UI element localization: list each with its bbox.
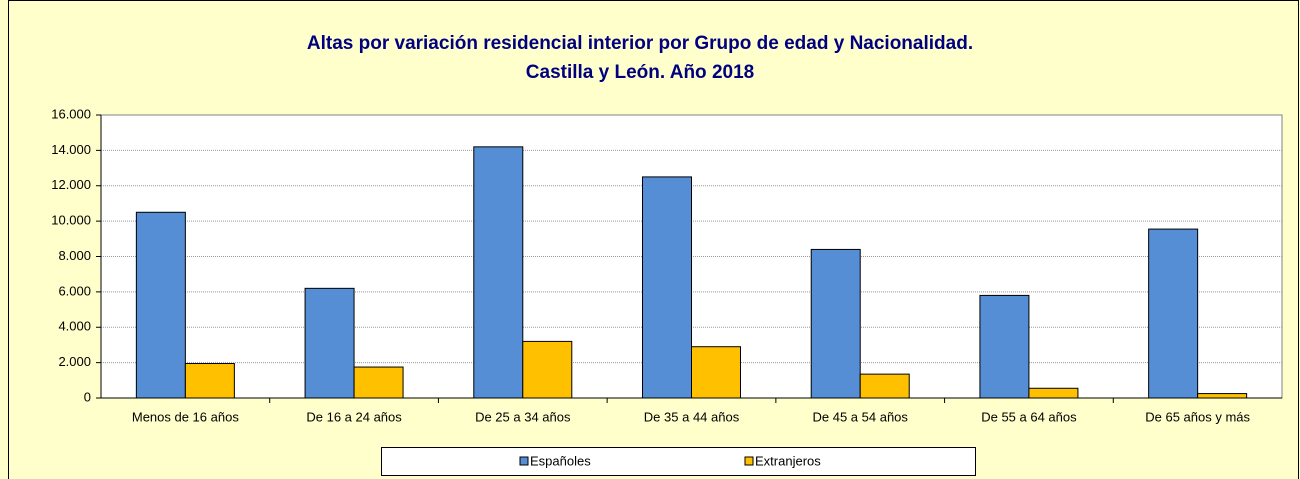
x-tick-label: De 25 a 34 años xyxy=(475,409,571,424)
y-tick-label: 16.000 xyxy=(51,106,91,121)
chart-title: Altas por variación residencial interior… xyxy=(307,33,973,54)
bar xyxy=(522,340,573,399)
bar xyxy=(1148,228,1199,399)
bar xyxy=(859,373,910,399)
legend-label: Extranjeros xyxy=(755,453,821,468)
bar xyxy=(184,363,235,399)
y-tick-label: 2.000 xyxy=(58,354,91,369)
bar xyxy=(810,248,861,399)
chart-frame xyxy=(8,0,1299,479)
bar xyxy=(1197,393,1248,399)
x-tick-label: De 65 años y más xyxy=(1145,409,1250,424)
x-tick-label: De 55 a 64 años xyxy=(981,409,1077,424)
legend-label: Españoles xyxy=(530,453,591,468)
x-tick-label: De 35 a 44 años xyxy=(644,409,740,424)
bar xyxy=(642,176,692,399)
bar xyxy=(1028,387,1079,399)
y-tick-label: 0 xyxy=(84,389,91,404)
y-tick-label: 6.000 xyxy=(58,283,91,298)
legend xyxy=(381,447,976,476)
y-tick-label: 8.000 xyxy=(58,248,91,263)
chart-subtitle: Castilla y León. Año 2018 xyxy=(526,62,754,83)
x-tick-label: Menos de 16 años xyxy=(132,409,239,424)
bar xyxy=(691,346,741,399)
y-tick-label: 12.000 xyxy=(51,177,91,192)
bar xyxy=(473,146,524,399)
legend-swatch xyxy=(744,456,754,466)
x-tick-label: De 45 a 54 años xyxy=(813,409,909,424)
bar xyxy=(979,294,1030,399)
y-tick-label: 4.000 xyxy=(58,319,91,334)
bar xyxy=(135,211,186,399)
legend-swatch xyxy=(519,456,529,466)
y-tick-label: 10.000 xyxy=(51,213,91,228)
x-tick-label: De 16 a 24 años xyxy=(306,409,402,424)
y-tick-label: 14.000 xyxy=(51,142,91,157)
bar xyxy=(304,287,355,399)
bar xyxy=(353,366,404,399)
